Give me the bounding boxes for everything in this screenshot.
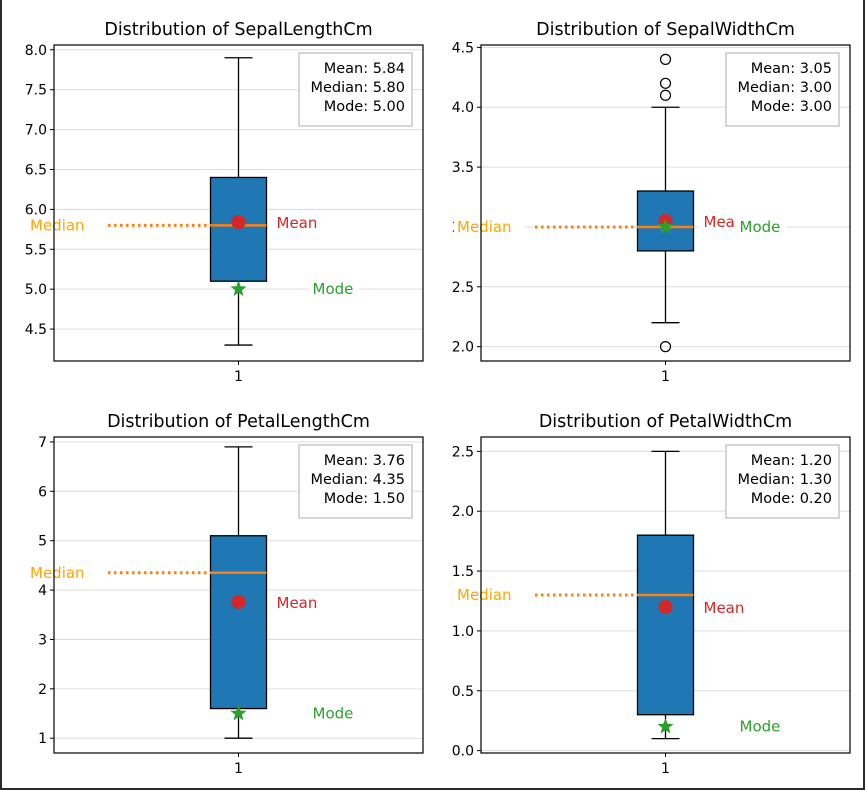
y-tick-label: 5 <box>38 534 47 550</box>
y-tick-label: 0.0 <box>452 744 474 760</box>
axes-frame <box>480 436 851 754</box>
subplot-title: Distribution of PetalWidthCm <box>539 412 792 432</box>
outlier-point <box>659 77 672 89</box>
y-tick-label: 5.5 <box>25 242 47 258</box>
mode-marker <box>230 705 247 721</box>
y-tick-label: 4.5 <box>452 40 474 56</box>
mean-marker <box>658 599 673 614</box>
stats-line: Mean: 1.20 <box>751 453 832 469</box>
mean-label: Mea <box>704 213 735 231</box>
outlier-point <box>659 53 672 65</box>
y-tick-label: 7.5 <box>25 83 47 99</box>
x-tick-label: 1 <box>661 369 670 385</box>
stats-line: Mode: 5.00 <box>324 99 405 115</box>
median-label: Median <box>30 216 85 234</box>
stats-box <box>725 52 840 127</box>
stats-line: Mode: 3.00 <box>751 99 832 115</box>
axes-frame <box>53 44 424 362</box>
median-label-bg <box>454 584 524 606</box>
stats-line: Mean: 5.84 <box>324 61 405 77</box>
axes-frame <box>480 44 851 362</box>
subplot-grid: Distribution of SepalLengthCm 4.5 5.0 5.5 6.… <box>25 20 851 777</box>
subplot-3: Distribution of PetalLengthCm 1 2 3 4 5 6 7 1 Med… <box>27 412 424 777</box>
stats-line: Median: 4.35 <box>310 472 405 488</box>
mean-label-bg <box>700 595 743 618</box>
x-tick-label: 1 <box>234 369 243 385</box>
subplot-1: Distribution of SepalLengthCm 4.5 5.0 5.5 6.… <box>25 20 424 385</box>
y-tick-label: 3 <box>38 632 47 648</box>
median-label: Median <box>30 564 85 582</box>
y-tick-label: 3.5 <box>452 160 474 176</box>
stats-line: Median: 3.00 <box>737 80 832 96</box>
subplot-title: Distribution of PetalLengthCm <box>107 412 370 432</box>
mode-label: Mode <box>313 280 354 298</box>
y-tick-label: 2.0 <box>452 504 474 520</box>
y-tick-label: 1.5 <box>452 564 474 580</box>
y-tick-label: 7 <box>38 435 47 451</box>
y-tick-label: 1.0 <box>452 624 474 640</box>
iqr-box <box>209 535 268 710</box>
stats-box <box>298 52 413 127</box>
x-tick-label: 1 <box>234 761 243 777</box>
y-tick-label: 7.0 <box>25 123 47 139</box>
subplot-2: Distribution of SepalWidthCm2.02.53.03.5… <box>452 20 851 385</box>
y-tick-label: 8.0 <box>25 43 47 59</box>
mode-label-bg <box>309 702 360 725</box>
outlier-point <box>659 89 672 101</box>
y-tick-label: 2 <box>38 682 47 698</box>
stats-line: Median: 5.80 <box>310 80 405 96</box>
mean-label: Mean <box>277 214 318 232</box>
mode-marker <box>657 218 674 234</box>
subplot-4: Distribution of PetalWidthCm 0.0 0.5 1.0 1.5… <box>452 412 851 777</box>
iqr-box <box>636 534 695 716</box>
stats-box <box>298 444 413 519</box>
subplot-title: Distribution of SepalLengthCm <box>104 20 372 40</box>
median-label: Median <box>457 218 512 236</box>
mode-label-bg <box>736 215 787 238</box>
stats-line: Mode: 1.50 <box>324 491 405 507</box>
median-label-bg <box>27 561 97 584</box>
y-tick-label: 5.0 <box>25 282 47 298</box>
x-tick-label: 1 <box>661 761 670 777</box>
y-tick-label: 2.0 <box>452 340 474 356</box>
subplot-title: Distribution of SepalWidthCm <box>536 20 795 40</box>
mode-label: Mode <box>740 218 781 236</box>
mode-label: Mode <box>740 718 781 736</box>
axes-frame <box>53 436 424 754</box>
stats-line: Mean: 3.05 <box>751 61 832 77</box>
y-tick-label: 2.5 <box>452 444 474 460</box>
y-tick-label: 2.5 <box>452 280 474 296</box>
stats-line: Median: 1.30 <box>737 472 832 488</box>
mean-marker <box>231 215 246 230</box>
mode-label-bg <box>736 715 787 738</box>
mode-label: Mode <box>313 705 354 723</box>
y-tick-label: 4.0 <box>452 100 474 116</box>
mode-label-bg <box>309 278 360 301</box>
mode-marker <box>657 718 674 734</box>
y-tick-label: 6.5 <box>25 162 47 178</box>
y-tick-label: 1 <box>38 731 47 747</box>
mean-label-bg <box>273 211 316 234</box>
y-tick-label: 4 <box>38 583 47 599</box>
mean-label: Mean <box>704 599 745 617</box>
mean-label-bg <box>273 590 316 613</box>
y-tick-label: 0.5 <box>452 684 474 700</box>
mean-marker <box>231 594 246 609</box>
mean-label-bg <box>700 209 734 232</box>
mode-marker <box>230 280 247 297</box>
y-tick-label: 6 <box>38 484 47 500</box>
stats-line: Mean: 3.76 <box>324 453 405 469</box>
stats-line: Mode: 0.20 <box>751 491 832 507</box>
median-label: Median <box>457 586 512 604</box>
mean-label: Mean <box>277 594 318 612</box>
median-label-bg <box>454 215 524 238</box>
y-tick-label: 4.5 <box>25 322 47 338</box>
outlier-point <box>659 341 672 353</box>
stats-box <box>725 444 840 519</box>
iqr-box <box>209 176 268 282</box>
median-label-bg <box>27 214 97 237</box>
